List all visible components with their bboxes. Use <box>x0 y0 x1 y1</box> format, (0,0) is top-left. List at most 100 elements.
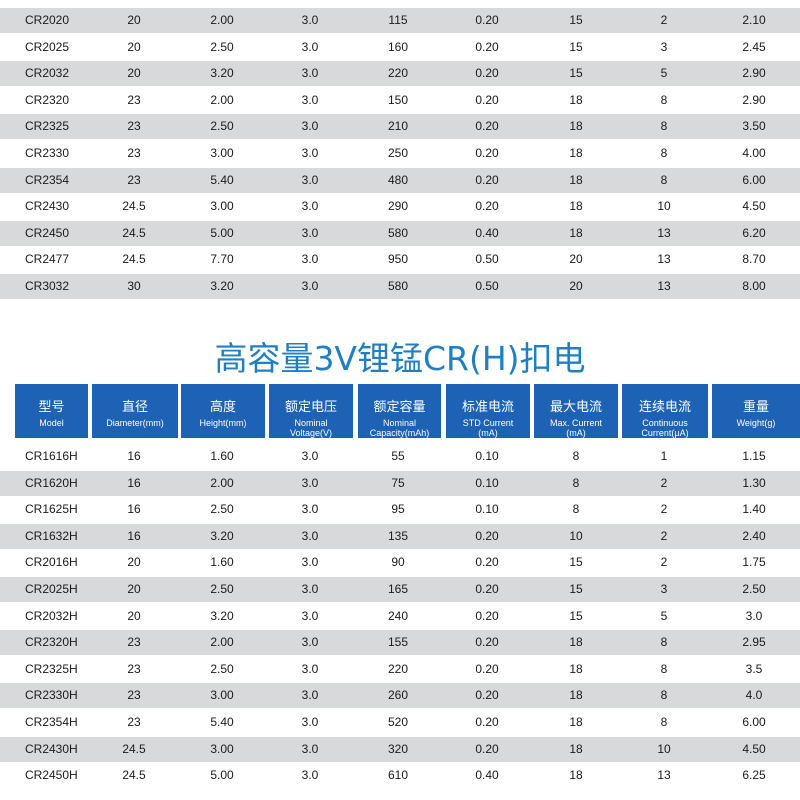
header-cell: 额定电压 Nominal Voltage(V) <box>269 384 353 438</box>
table-row: CR1616H 16 1.60 3.0 55 0.10 8 1 1.15 <box>0 444 800 469</box>
data-cell: 20 <box>127 13 141 27</box>
data-cell: 1.15 <box>742 449 766 463</box>
table-row: CR2320 23 2.00 3.0 150 0.20 18 8 2.90 <box>0 88 800 113</box>
data-cell: 18 <box>569 635 583 650</box>
data-cell: 3.0 <box>301 741 319 756</box>
table-row: CR3032 30 3.20 3.0 580 0.50 20 13 8.00 <box>0 274 800 299</box>
data-cell: 3.0 <box>301 199 319 214</box>
header-en: Nominal Voltage(V) <box>289 418 333 438</box>
data-cell: 0.20 <box>475 66 499 81</box>
data-cell: 0.20 <box>475 92 499 107</box>
data-cell: 0.20 <box>475 528 499 543</box>
table-row: CR1620H 16 2.00 3.0 75 0.10 8 2 1.30 <box>0 470 800 496</box>
data-cell: 3.0 <box>301 146 319 160</box>
table-row: CR2354 23 5.40 3.0 480 0.20 18 8 6.00 <box>0 167 800 193</box>
data-cell: 2.95 <box>742 635 766 650</box>
data-cell: 3.20 <box>210 279 234 293</box>
data-cell: 15 <box>569 608 583 623</box>
header-en: Height(mm) <box>199 418 247 428</box>
data-cell: 2 <box>660 528 668 543</box>
data-cell: 0.20 <box>475 119 499 134</box>
table-row: CR2430 24.5 3.00 3.0 290 0.20 18 10 4.50 <box>0 194 800 219</box>
data-cell: 1.30 <box>742 475 766 490</box>
data-cell: 0.20 <box>475 13 499 27</box>
model-cell: CR2025 <box>25 39 70 54</box>
data-cell: 3.0 <box>301 279 319 293</box>
header-cell: 标准电流 STD Current (mA) <box>446 384 530 438</box>
data-cell: 1.60 <box>210 555 234 570</box>
data-cell: 16 <box>127 475 141 490</box>
data-cell: 18 <box>569 741 583 756</box>
header-cell: 重量 Weight(g) <box>712 384 800 438</box>
data-cell: 3.0 <box>301 608 319 623</box>
data-cell: 18 <box>569 688 583 703</box>
data-cell: 0.50 <box>475 279 499 293</box>
header-zh: 额定容量 <box>373 399 426 414</box>
data-cell: 2.00 <box>210 13 234 27</box>
data-cell: 480 <box>387 172 409 187</box>
data-cell: 2.50 <box>210 39 234 54</box>
data-cell: 20 <box>127 582 141 596</box>
model-cell: CR2325 <box>25 119 70 134</box>
data-cell: 3.00 <box>210 199 234 214</box>
data-cell: 10 <box>569 528 583 543</box>
table-row: CR2450H 24.5 5.00 3.0 610 0.40 18 13 6.25 <box>0 763 800 788</box>
data-cell: 23 <box>127 715 141 729</box>
model-cell: CR2320 <box>25 92 70 107</box>
table-row: CR2016H 20 1.60 3.0 90 0.20 15 2 1.75 <box>0 550 800 575</box>
data-cell: 3.0 <box>301 13 319 27</box>
model-cell: CR2032 <box>25 66 70 81</box>
data-cell: 1.75 <box>742 555 766 570</box>
data-cell: 3 <box>660 39 668 54</box>
data-cell: 1.40 <box>742 502 766 517</box>
table-row: CR2330 23 3.00 3.0 250 0.20 18 8 4.00 <box>0 141 800 166</box>
data-cell: 6.00 <box>742 715 766 729</box>
header-zh: 标准电流 <box>461 399 514 414</box>
data-cell: 23 <box>127 635 141 650</box>
data-cell: 320 <box>387 741 409 756</box>
data-cell: 1 <box>660 449 668 463</box>
data-cell: 23 <box>127 172 141 187</box>
data-cell: 160 <box>387 39 409 54</box>
data-cell: 0.20 <box>475 661 499 676</box>
data-cell: 260 <box>387 688 409 703</box>
data-cell: 7.70 <box>210 252 234 267</box>
data-cell: 3.0 <box>301 92 319 107</box>
data-cell: 610 <box>387 768 409 783</box>
data-cell: 3.00 <box>210 146 234 160</box>
model-cell: CR1616H <box>25 449 78 463</box>
data-cell: 250 <box>387 146 409 160</box>
data-cell: 0.40 <box>475 225 499 240</box>
data-cell: 13 <box>657 225 671 240</box>
data-cell: 3 <box>660 582 668 596</box>
data-cell: 4.50 <box>742 741 766 756</box>
data-cell: 3.5 <box>745 661 763 676</box>
table-row: CR2430H 24.5 3.00 3.0 320 0.20 18 10 4.50 <box>0 736 800 762</box>
data-cell: 165 <box>387 582 409 596</box>
data-cell: 8.70 <box>742 252 766 267</box>
table-row: CR2325H 23 2.50 3.0 220 0.20 18 8 3.5 <box>0 657 800 682</box>
data-cell: 75 <box>391 475 405 490</box>
data-cell: 6.20 <box>742 225 766 240</box>
table-row: CR2325 23 2.50 3.0 210 0.20 18 8 3.50 <box>0 114 800 140</box>
data-cell: 24.5 <box>122 199 146 214</box>
data-cell: 580 <box>387 279 409 293</box>
data-cell: 0.20 <box>475 582 499 596</box>
header-en: Model <box>39 418 64 428</box>
data-cell: 8.00 <box>742 279 766 293</box>
data-cell: 2 <box>660 555 668 570</box>
data-cell: 0.20 <box>475 172 499 187</box>
header-cell: 额定容量 Nominal Capacity(mAh) <box>358 384 441 438</box>
data-cell: 95 <box>391 502 405 517</box>
data-cell: 115 <box>388 13 408 27</box>
data-cell: 15 <box>569 555 583 570</box>
data-cell: 2.40 <box>742 528 766 543</box>
data-cell: 8 <box>660 635 668 650</box>
data-cell: 1.60 <box>210 449 234 463</box>
header-zh: 额定电压 <box>284 399 337 414</box>
data-cell: 16 <box>127 449 141 463</box>
data-cell: 8 <box>572 502 580 517</box>
data-cell: 20 <box>127 39 141 54</box>
data-cell: 8 <box>572 449 580 463</box>
